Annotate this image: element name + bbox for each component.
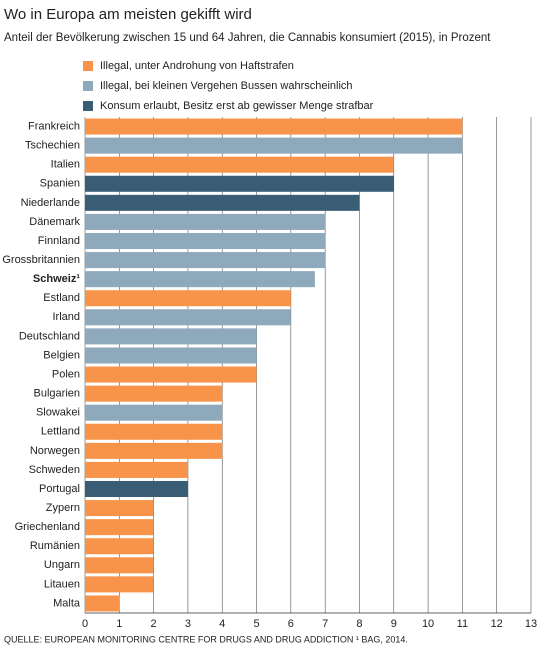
y-tick-label: Deutschland <box>19 330 80 342</box>
bar <box>85 309 291 326</box>
y-tick-label: Belgien <box>43 349 80 361</box>
y-tick-label: Lettland <box>41 426 80 438</box>
y-tick-label: Finnland <box>38 235 80 247</box>
x-tick-label: 3 <box>185 618 191 630</box>
bar <box>85 423 223 440</box>
bar <box>85 137 463 154</box>
x-tick-label: 12 <box>491 618 503 630</box>
legend-label: Illegal, bei kleinen Vergehen Bussen wah… <box>100 80 353 92</box>
x-tick-label: 13 <box>525 618 537 630</box>
y-tick-label: Niederlande <box>21 197 80 209</box>
x-tick-label: 5 <box>253 618 259 630</box>
bar <box>85 595 120 612</box>
x-tick-label: 7 <box>322 618 328 630</box>
bar <box>85 480 188 498</box>
chart-title: Wo in Europa am meisten gekifft wird <box>4 6 252 23</box>
x-tick-label: 8 <box>356 618 362 630</box>
y-tick-label: Griechenland <box>15 521 80 533</box>
y-tick-label: Frankreich <box>28 120 80 132</box>
bar <box>85 194 360 211</box>
bar <box>85 213 326 230</box>
y-tick-label: Slowakei <box>36 407 80 419</box>
bar <box>85 576 154 593</box>
y-tick-label: Polen <box>52 368 80 380</box>
bar <box>85 118 463 135</box>
source: QUELLE: EUROPEAN MONITORING CENTRE FOR D… <box>4 634 408 644</box>
bar <box>85 290 291 307</box>
bar <box>85 442 223 459</box>
y-tick-label: Norwegen <box>30 445 80 457</box>
y-tick-label: Ungarn <box>44 559 80 571</box>
bar <box>85 366 257 383</box>
x-tick-label: 9 <box>391 618 397 630</box>
y-tick-label: Irland <box>52 311 80 323</box>
x-tick-label: 11 <box>457 618 468 630</box>
bar <box>85 156 394 173</box>
legend-swatch <box>83 101 93 111</box>
bar <box>85 271 315 288</box>
legend-swatch <box>83 81 93 91</box>
bar <box>85 500 154 517</box>
bar <box>85 404 223 421</box>
legend-swatch <box>83 61 93 71</box>
y-tick-label: Tschechien <box>25 140 80 152</box>
bar <box>85 175 394 192</box>
chart-subtitle: Anteil der Bevölkerung zwischen 15 und 6… <box>4 32 491 44</box>
bar <box>85 557 154 574</box>
y-tick-label: Zypern <box>46 502 80 514</box>
x-tick-label: 4 <box>219 618 225 630</box>
y-tick-label: Estland <box>43 292 80 304</box>
y-tick-label: Spanien <box>40 178 80 190</box>
y-tick-label: Italien <box>51 159 80 171</box>
x-tick-label: 10 <box>422 618 434 630</box>
bar <box>85 232 326 250</box>
bar <box>85 461 188 478</box>
x-tick-label: 1 <box>116 618 122 630</box>
bar <box>85 385 223 402</box>
y-tick-label: Rumänien <box>30 540 80 552</box>
y-tick-label: Bulgarien <box>34 388 80 400</box>
y-tick-label: Portugal <box>39 483 80 495</box>
bar <box>85 538 154 555</box>
legend-label: Illegal, unter Androhung von Haftstrafen <box>100 60 294 72</box>
legend-label: Konsum erlaubt, Besitz erst ab gewisser … <box>100 100 374 112</box>
bar <box>85 252 326 269</box>
x-tick-label: 0 <box>82 618 88 630</box>
bar <box>85 347 257 364</box>
x-tick-label: 2 <box>151 618 157 630</box>
y-tick-label: Schweden <box>29 464 80 476</box>
y-tick-label: Grossbritannien <box>2 254 80 266</box>
y-tick-label: Litauen <box>44 578 80 590</box>
bar <box>85 328 257 345</box>
y-tick-label: Schweiz¹ <box>33 273 80 285</box>
y-tick-label: Dänemark <box>29 216 80 228</box>
bar <box>85 519 154 536</box>
x-tick-label: 6 <box>288 618 294 630</box>
y-tick-label: Malta <box>53 597 81 609</box>
